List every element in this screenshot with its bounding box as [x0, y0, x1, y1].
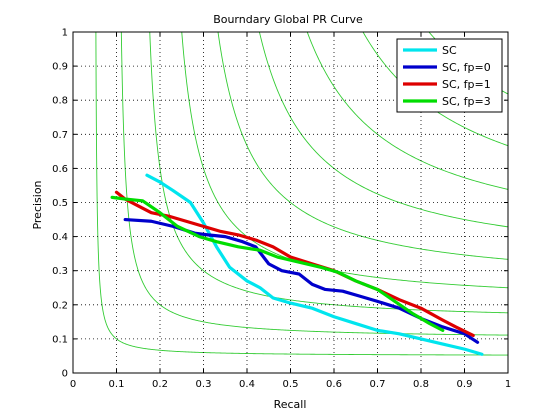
y-tick-label: 0 — [62, 369, 68, 380]
series-line-3 — [114, 190, 475, 338]
y-tick-label: 0.7 — [52, 130, 68, 141]
y-tick-label: 0.5 — [52, 198, 68, 209]
x-tick-label: 0.8 — [413, 379, 429, 390]
y-tick-label: 0.1 — [52, 334, 68, 345]
x-axis-label: Recall — [274, 398, 307, 411]
x-tick-label: 0.5 — [283, 379, 299, 390]
x-tick-label: 0.1 — [109, 379, 125, 390]
x-tick-label: 0.3 — [196, 379, 212, 390]
y-tick-label: 0.6 — [52, 164, 68, 175]
legend: SC SC, fp=0 SC, fp=1 SC, fp=3 — [396, 38, 503, 113]
y-tick-label: 0.8 — [52, 96, 68, 107]
y-axis-label: Precision — [31, 180, 44, 229]
legend-label-4: SC, fp=3 — [442, 95, 491, 108]
legend-label-1: SC — [442, 44, 457, 57]
chart-title: Bourndary Global PR Curve — [213, 13, 363, 26]
x-tick-label: 0.4 — [239, 379, 255, 390]
series-line-1 — [145, 173, 484, 356]
series-line-4 — [110, 195, 445, 332]
y-tick-label: 1 — [62, 28, 68, 39]
iso-f-contour — [306, 32, 508, 190]
x-tick-label: 0.2 — [152, 379, 168, 390]
y-tick-label: 0.3 — [52, 266, 68, 277]
x-tick-label: 0.9 — [457, 379, 473, 390]
iso-f-contour — [95, 32, 508, 356]
x-tick-label: 0.6 — [326, 379, 342, 390]
legend-label-2: SC, fp=0 — [442, 61, 491, 74]
x-tick-label: 0.7 — [370, 379, 386, 390]
axis-ticks: 0 0.1 0.2 0.3 0.4 0.5 0.6 0.7 0.8 0.9 1 0 0.1 0.2 0.3 0… — [52, 28, 511, 391]
x-tick-label: 1 — [505, 379, 511, 390]
iso-f-contour — [258, 32, 508, 228]
iso-f-contour — [217, 32, 508, 260]
y-tick-label: 0.4 — [52, 232, 68, 243]
y-tick-label: 0.2 — [52, 300, 68, 311]
series-layer — [110, 173, 484, 356]
y-tick-label: 0.9 — [52, 62, 68, 73]
x-tick-label: 0 — [70, 379, 76, 390]
legend-label-3: SC, fp=1 — [442, 78, 491, 91]
